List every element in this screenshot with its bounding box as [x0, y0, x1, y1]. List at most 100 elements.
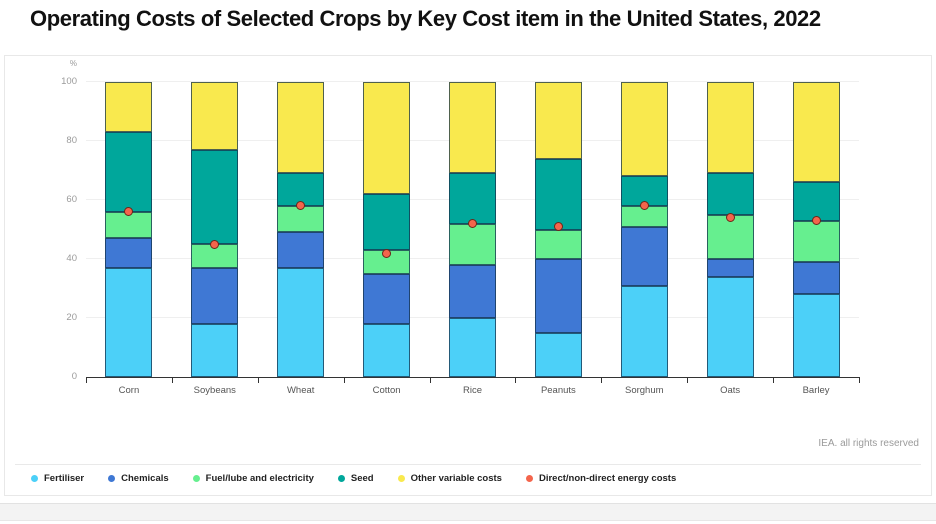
bar-segment[interactable]	[191, 149, 239, 245]
bar-segment[interactable]	[105, 82, 153, 133]
y-axis: 0 20 40 60 80 100	[5, 76, 77, 382]
legend-label: Chemicals	[121, 473, 169, 484]
x-axis-tick	[257, 377, 259, 383]
legend-label: Direct/non-direct energy costs	[538, 473, 677, 484]
bar-segment[interactable]	[706, 173, 754, 215]
stacked-bar	[792, 82, 840, 377]
x-axis-tick	[86, 377, 87, 383]
legend-swatch-icon	[108, 475, 116, 482]
legend-item[interactable]: Fertiliser	[31, 473, 84, 484]
x-axis-tick	[687, 377, 689, 383]
bar-segment[interactable]	[620, 285, 668, 377]
bar-segment[interactable]	[277, 82, 325, 174]
category-label: Corn	[118, 385, 140, 396]
bar-segment[interactable]	[105, 238, 153, 268]
legend-divider	[15, 464, 921, 465]
bar-segment[interactable]	[792, 82, 840, 183]
legend-item[interactable]: Fuel/lube and electricity	[192, 473, 314, 484]
bar-segment[interactable]	[620, 176, 668, 206]
legend-swatch-icon	[525, 475, 533, 482]
category-label: Cotton	[372, 385, 401, 396]
y-axis-unit-label: %	[69, 59, 77, 68]
bar-segment[interactable]	[706, 82, 754, 174]
legend-swatch-icon	[192, 475, 200, 482]
energy-dot[interactable]	[639, 201, 649, 211]
category-cell	[601, 82, 687, 377]
category-label: Barley	[802, 385, 830, 396]
energy-dot[interactable]	[382, 248, 392, 258]
stacked-bar	[448, 82, 496, 377]
bar-segment[interactable]	[534, 229, 582, 259]
bar-segment[interactable]	[534, 259, 582, 333]
bar-segment[interactable]	[105, 211, 153, 239]
bar-segment[interactable]	[105, 267, 153, 377]
bar-segment[interactable]	[534, 158, 582, 230]
category-cell	[258, 82, 344, 377]
bar-segment[interactable]	[191, 267, 239, 324]
bar-segment[interactable]	[363, 194, 411, 251]
category-cell	[515, 82, 601, 377]
bar-segment[interactable]	[448, 82, 496, 174]
x-axis-tick	[515, 377, 517, 383]
stacked-bar	[534, 82, 582, 377]
category-label: Oats	[720, 385, 741, 396]
bar-segment[interactable]	[363, 273, 411, 324]
category-cell	[773, 82, 859, 377]
energy-dot[interactable]	[811, 216, 821, 226]
bar-segment[interactable]	[277, 267, 325, 377]
bar-segment[interactable]	[363, 323, 411, 377]
bar-segment[interactable]	[620, 226, 668, 286]
category-cell	[687, 82, 773, 377]
legend-item[interactable]: Seed	[337, 473, 374, 484]
legend-label: Fertiliser	[44, 473, 85, 484]
category-label: Sorghum	[624, 385, 664, 396]
stacked-bar	[191, 82, 239, 377]
category-label: Peanuts	[540, 385, 576, 396]
energy-dot[interactable]	[553, 222, 563, 232]
bar-segment[interactable]	[448, 223, 496, 265]
legend-item[interactable]: Other variable costs	[397, 473, 502, 484]
bar-segment[interactable]	[277, 232, 325, 268]
y-tick-label: 20	[66, 312, 77, 323]
category-label: Rice	[462, 385, 482, 396]
bar-segment[interactable]	[363, 82, 411, 195]
energy-dot[interactable]	[467, 219, 477, 229]
bar-segment[interactable]	[792, 182, 840, 221]
attribution-text: IEA. all rights reserved	[818, 438, 919, 449]
legend-label: Other variable costs	[410, 473, 502, 484]
energy-dot[interactable]	[124, 207, 134, 217]
bar-segment[interactable]	[448, 173, 496, 224]
bar-segment[interactable]	[792, 261, 840, 295]
stacked-bar	[706, 82, 754, 377]
bar-segment[interactable]	[191, 82, 239, 150]
bar-segment[interactable]	[620, 82, 668, 177]
x-axis-tick	[601, 377, 603, 383]
bar-segment[interactable]	[706, 276, 754, 377]
bar-segment[interactable]	[792, 294, 840, 377]
category-cell	[172, 82, 258, 377]
y-tick-label: 80	[66, 135, 77, 146]
category-cell	[344, 82, 430, 377]
bar-segment[interactable]	[448, 264, 496, 318]
category-cell	[430, 82, 516, 377]
legend-item[interactable]: Chemicals	[108, 473, 169, 484]
bar-segment[interactable]	[191, 323, 239, 377]
bar-segment[interactable]	[448, 318, 496, 377]
bar-segment[interactable]	[792, 220, 840, 262]
bar-segment[interactable]	[534, 332, 582, 377]
bar-segment[interactable]	[534, 82, 582, 159]
stacked-bar	[620, 82, 668, 377]
energy-dot[interactable]	[210, 239, 220, 249]
bar-segment[interactable]	[277, 205, 325, 233]
page-bottom-strip	[0, 503, 936, 521]
y-tick-label: 100	[61, 76, 77, 87]
energy-dot[interactable]	[725, 213, 735, 223]
x-axis-tick	[343, 377, 345, 383]
x-axis-labels: Corn Soybeans Wheat Cotton Rice Peanuts Sorghu…	[86, 385, 859, 399]
energy-dot[interactable]	[296, 201, 306, 211]
legend: Fertiliser Chemicals Fuel/lube and electri…	[31, 473, 921, 484]
bar-segment[interactable]	[105, 132, 153, 212]
bar-segment[interactable]	[706, 259, 754, 277]
legend-item[interactable]: Direct/non-direct energy costs	[525, 473, 677, 484]
